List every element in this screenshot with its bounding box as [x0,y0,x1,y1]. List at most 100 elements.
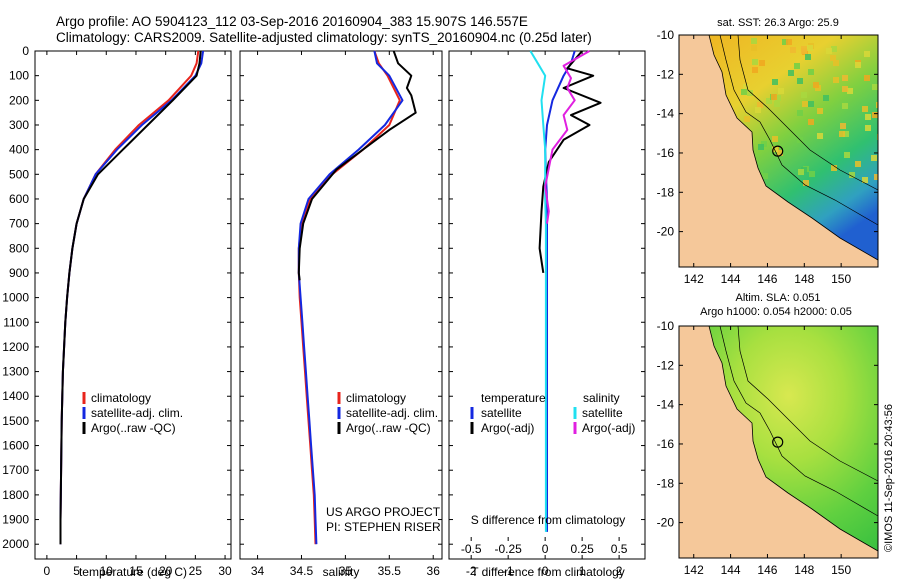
sst-cell [830,55,836,61]
lat-tick-label: -14 [657,398,675,412]
x-tick-label: 1 [579,564,586,578]
sst-cell [833,60,839,66]
sst-cell [826,48,832,54]
legend-argo: Argo(..raw -QC) [346,421,431,435]
sst-cell [797,110,803,116]
salinity-ticks: 34 34.5 35 35.5 36 [251,51,440,578]
sst-cell [855,62,861,68]
salinity-legend: climatology satellite-adj. clim. Argo(..… [337,391,438,435]
sla-map-title: Altim. SLA: 0.051 [736,292,821,304]
sst-cell [757,102,763,108]
sst-cell [772,79,778,85]
sst-cell [741,89,747,95]
sst-cell [855,161,861,167]
temperature-axis-label: temperature (deg C) [79,565,187,579]
sst-cell [801,92,807,98]
difference-depth-ticks [449,50,645,545]
difference-panel: -2 -1 0 1 2 -0.5 -0.25 0 0.25 0.5 S difference f… [448,50,646,579]
x-tick-label: 5 [73,564,80,578]
x-tick-label: -1 [503,564,514,578]
sst-cell [876,102,878,108]
project-credit: US ARGO PROJECT [326,505,441,519]
lat-tick-label: -16 [657,146,675,160]
x-tick-label: 15 [129,564,143,578]
depth-tick-label: 700 [9,217,29,231]
lon-tick-label: 148 [794,272,814,286]
s-tick-label: 0 [542,542,549,556]
s-tick-label: 0.25 [570,542,594,556]
s-tick-label: 0.5 [611,542,628,556]
sst-isobath-1000 [719,35,878,226]
temperature-legend: climatology satellite-adj. clim. Argo(..… [82,391,183,435]
series-line [544,50,576,532]
lat-tick-label: -18 [657,185,675,199]
sst-cell [823,95,829,101]
legend-satellite: satellite-adj. clim. [91,406,183,420]
lat-tick-label: -14 [657,107,675,121]
lon-tick-label: 146 [757,563,777,577]
sst-cell [798,169,804,175]
sst-cell [778,88,784,94]
s-difference-axis-label: S difference from climatology [471,513,626,527]
depth-tick-label: 1400 [2,389,29,403]
sst-cell [862,177,868,183]
legend-s-argo: Argo(-adj) [582,421,635,435]
sst-cells [741,38,878,186]
sla-landmass [679,326,878,558]
sla-map-subtitle: Argo h1000: 0.054 h2000: 0.05 [700,306,852,318]
sst-cell [808,69,814,75]
sst-cell [751,38,757,44]
x-tick-label: 20 [159,564,173,578]
sst-cell [752,67,758,73]
depth-tick-label: 500 [9,167,29,181]
depth-tick-label: 100 [9,69,29,83]
sst-cell [794,63,800,69]
sst-cell [790,47,796,53]
x-tick-label: 35 [339,564,353,578]
depth-tick-label: 300 [9,118,29,132]
depth-tick-label: 1900 [2,513,29,527]
sst-cell [774,101,780,107]
legend-salinity-heading: salinity [583,391,620,405]
lon-tick-label: 144 [721,563,741,577]
sst-cell [755,107,761,113]
sst-cell [843,131,849,137]
lon-tick-label: 148 [794,563,814,577]
series-line [297,50,417,281]
series-line [529,50,547,532]
legend-t-satellite: satellite [481,406,522,420]
x-tick-label: -2 [466,564,477,578]
sst-cell [847,88,853,94]
t-difference-axis-label: T difference from climatology [471,565,625,579]
legend-climatology: climatology [91,391,151,405]
salinity-axis-label: salinity [323,565,360,579]
lat-tick-label: -12 [657,67,675,81]
sst-cell [752,59,758,65]
sst-cell [808,101,814,107]
imos-timestamp: ©IMOS 11-Sep-2016 20:43:56 [883,404,895,552]
legend-argo: Argo(..raw -QC) [91,421,176,435]
sst-cell [831,46,837,52]
lat-tick-label: -20 [657,516,675,530]
sst-cell [839,131,845,137]
sst-cell [786,39,792,45]
sst-map-frame [678,34,879,268]
header-line2: Climatology: CARS2009. Satellite-adjuste… [56,30,592,45]
sla-argo-marker [772,436,784,448]
sst-cell [874,174,878,180]
sla-isobath-1000 [719,326,878,517]
lat-tick-label: -12 [657,358,675,372]
sst-cell [817,133,823,139]
legend-t-argo: Argo(-adj) [481,421,534,435]
lat-tick-label: -16 [657,437,675,451]
lon-tick-label: 150 [831,563,851,577]
series-line [59,50,205,545]
sst-cell [842,86,848,92]
sla-map: Altim. SLA: 0.051 Argo h1000: 0.054 h200… [657,292,879,577]
salinity-panel: 34 34.5 35 35.5 36 salinity climatology sate… [239,50,443,579]
x-tick-label: 10 [100,564,114,578]
sst-cell [849,172,855,178]
sst-cell [762,173,768,179]
salinity-depth-ticks [240,50,442,545]
sst-cell [766,98,772,104]
